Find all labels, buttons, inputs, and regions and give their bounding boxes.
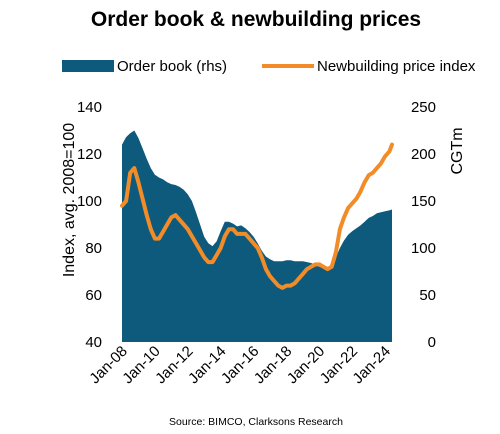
- left-tick-label: 60: [85, 287, 102, 304]
- plot-area: [120, 130, 394, 342]
- left-tick-label: 40: [85, 334, 102, 351]
- legend-swatch-order-book: [62, 60, 114, 72]
- left-tick-label: 140: [77, 99, 102, 116]
- legend-swatch-price-index: [262, 64, 314, 68]
- right-axis-ticks: 0 50 100 150 200 250: [411, 99, 436, 351]
- series-price-index-line: [120, 142, 394, 290]
- right-tick-label: 250: [411, 99, 436, 116]
- left-axis-ticks: 40 60 80 100 120 140: [77, 99, 102, 351]
- left-tick-label: 120: [77, 146, 102, 163]
- source-note: Source: BIMCO, Clarksons Research: [169, 416, 343, 428]
- right-tick-label: 200: [411, 146, 436, 163]
- legend-label-order-book: Order book (rhs): [117, 58, 227, 75]
- legend-label-price-index: Newbuilding price index: [317, 58, 476, 75]
- x-tick-label: Jan-24: [349, 343, 393, 387]
- left-tick-label: 80: [85, 240, 102, 257]
- legend: Order book (rhs) Newbuilding price index: [62, 58, 476, 75]
- right-tick-label: 100: [411, 240, 436, 257]
- left-tick-label: 100: [77, 193, 102, 210]
- right-tick-label: 50: [419, 287, 436, 304]
- right-tick-label: 150: [411, 193, 436, 210]
- right-axis-label: CGTm: [449, 127, 466, 174]
- x-axis-ticks: Jan-08Jan-10Jan-12Jan-14Jan-16Jan-18Jan-…: [86, 343, 394, 387]
- right-tick-label: 0: [428, 334, 436, 351]
- chart-title: Order book & newbuilding prices: [91, 8, 421, 31]
- left-axis-label: Index, avg. 2008=100: [61, 123, 78, 277]
- series-order-book-area: [122, 130, 392, 342]
